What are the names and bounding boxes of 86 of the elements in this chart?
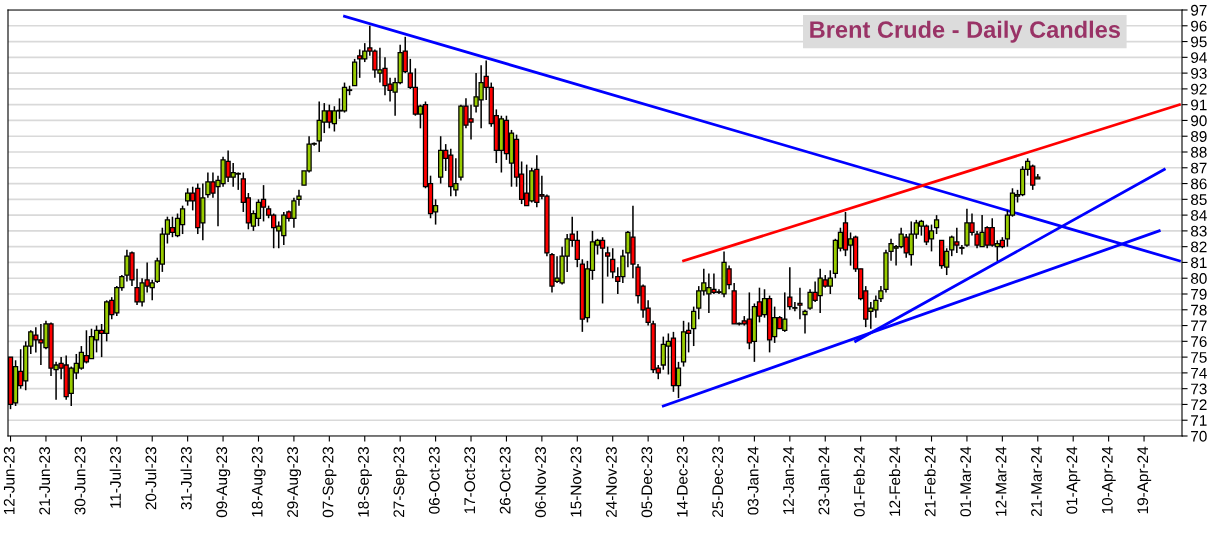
- y-tick-label: 73: [1191, 383, 1207, 395]
- y-tick-label: 76: [1191, 336, 1207, 348]
- y-tick-label: 70: [1191, 430, 1207, 442]
- x-tick-label: 01-Feb-24: [853, 446, 865, 517]
- x-tick-label: 12-Feb-24: [888, 446, 901, 516]
- candlestick: [691, 305, 697, 347]
- y-tick-label: 79: [1191, 288, 1207, 300]
- y-tick-label: 85: [1191, 194, 1207, 206]
- x-tick-label: 12-Mar-24: [995, 446, 1007, 516]
- chart-title: Brent Crude - Daily Candles: [810, 20, 1120, 43]
- x-tick-label: 18-Sep-23: [358, 447, 372, 517]
- candlestick: [923, 223, 930, 246]
- candlestick: [174, 212, 181, 238]
- candlestick: [933, 214, 940, 235]
- x-tick-label: 06-Nov-23: [535, 447, 546, 518]
- x-tick-label: 14-Dec-23: [676, 447, 688, 517]
- x-tick-label: 21-Feb-24: [924, 446, 936, 517]
- candlestick: [179, 204, 186, 235]
- x-tick-label: 12-Jan-24: [783, 446, 794, 515]
- x-tick-label: 05-Dec-23: [641, 447, 653, 518]
- x-tick-label: 23-Jan-24: [818, 446, 830, 515]
- y-tick-label: 90: [1191, 115, 1207, 127]
- y-tick-label: 88: [1191, 146, 1207, 158]
- x-tick-label: 09-Aug-23: [216, 447, 231, 518]
- y-tick-label: 81: [1191, 257, 1207, 269]
- x-tick-label: 15-Nov-23: [570, 447, 582, 517]
- y-tick-label: 92: [1191, 83, 1207, 95]
- candlestick: [83, 329, 90, 365]
- x-tick-label: 03-Jan-24: [747, 446, 759, 515]
- candlestick: [235, 171, 241, 191]
- candlestick: [260, 184, 267, 223]
- candlestick: [88, 327, 95, 360]
- x-tick-label: 31-Jul-23: [180, 447, 192, 510]
- x-tick-label: 01-Mar-24: [960, 446, 972, 517]
- x-tick-label: 18-Aug-23: [251, 447, 266, 517]
- x-tick-label: 24-Nov-23: [605, 447, 617, 517]
- y-tick-label: 94: [1191, 52, 1207, 64]
- y-tick-label: 72: [1191, 399, 1207, 410]
- y-tick-label: 71: [1191, 415, 1207, 426]
- y-tick-label: 82: [1191, 241, 1207, 253]
- y-tick-label: 95: [1191, 36, 1207, 48]
- candlestick: [351, 58, 358, 87]
- candlestick: [696, 285, 702, 321]
- x-tick-label: 21-Mar-24: [1031, 446, 1042, 517]
- candlestick: [928, 223, 935, 253]
- x-tick-label: 01-Apr-24: [1066, 446, 1081, 514]
- y-tick-label: 84: [1191, 209, 1207, 221]
- candlestick: [599, 236, 606, 305]
- y-tick-label: 78: [1191, 304, 1207, 316]
- y-tick-label: 89: [1191, 131, 1207, 142]
- x-tick-label: 26-Oct-23: [499, 447, 511, 514]
- x-tick-label: 11-Jul-23: [109, 447, 121, 508]
- x-tick-label: 07-Sep-23: [322, 447, 337, 518]
- y-tick-label: 93: [1191, 67, 1207, 79]
- x-tick-label: 12-Jun-23: [3, 447, 15, 515]
- y-tick-label: 97: [1191, 4, 1207, 16]
- x-tick-label: 25-Dec-23: [712, 447, 724, 517]
- candlestick: [331, 105, 338, 133]
- y-tick-label: 96: [1191, 20, 1207, 32]
- candlestick: [610, 247, 616, 279]
- y-tick-label: 86: [1191, 178, 1207, 190]
- y-tick-label: 77: [1191, 320, 1207, 332]
- x-tick-label: 21-Jun-23: [39, 447, 51, 515]
- y-tick-label: 75: [1191, 352, 1207, 363]
- x-tick-label: 27-Sep-23: [393, 447, 408, 517]
- candlestick: [574, 230, 580, 268]
- candlestick: [78, 345, 85, 371]
- x-tick-label: 10-Apr-24: [1101, 446, 1116, 514]
- candlestick: [357, 48, 363, 79]
- x-tick-label: 06-Oct-23: [428, 447, 440, 514]
- x-tick-label: 19-Apr-24: [1137, 446, 1152, 514]
- x-tick-label: 17-Oct-23: [464, 447, 476, 514]
- y-tick-label: 91: [1191, 99, 1207, 111]
- x-tick-label: 30-Jun-23: [74, 447, 86, 515]
- candlestick: [341, 81, 348, 114]
- y-tick-label: 74: [1191, 367, 1207, 379]
- x-tick-label: 20-Jul-23: [145, 447, 157, 510]
- candlestick: [169, 215, 176, 238]
- x-tick-label: 29-Aug-23: [287, 447, 302, 517]
- y-tick-label: 83: [1191, 225, 1207, 237]
- candlestick: [827, 269, 833, 295]
- candlestick: [605, 245, 611, 278]
- candlestick: [255, 198, 262, 227]
- y-tick-label: 80: [1191, 273, 1207, 284]
- y-tick-label: 87: [1191, 162, 1207, 174]
- candlestick: [949, 234, 955, 257]
